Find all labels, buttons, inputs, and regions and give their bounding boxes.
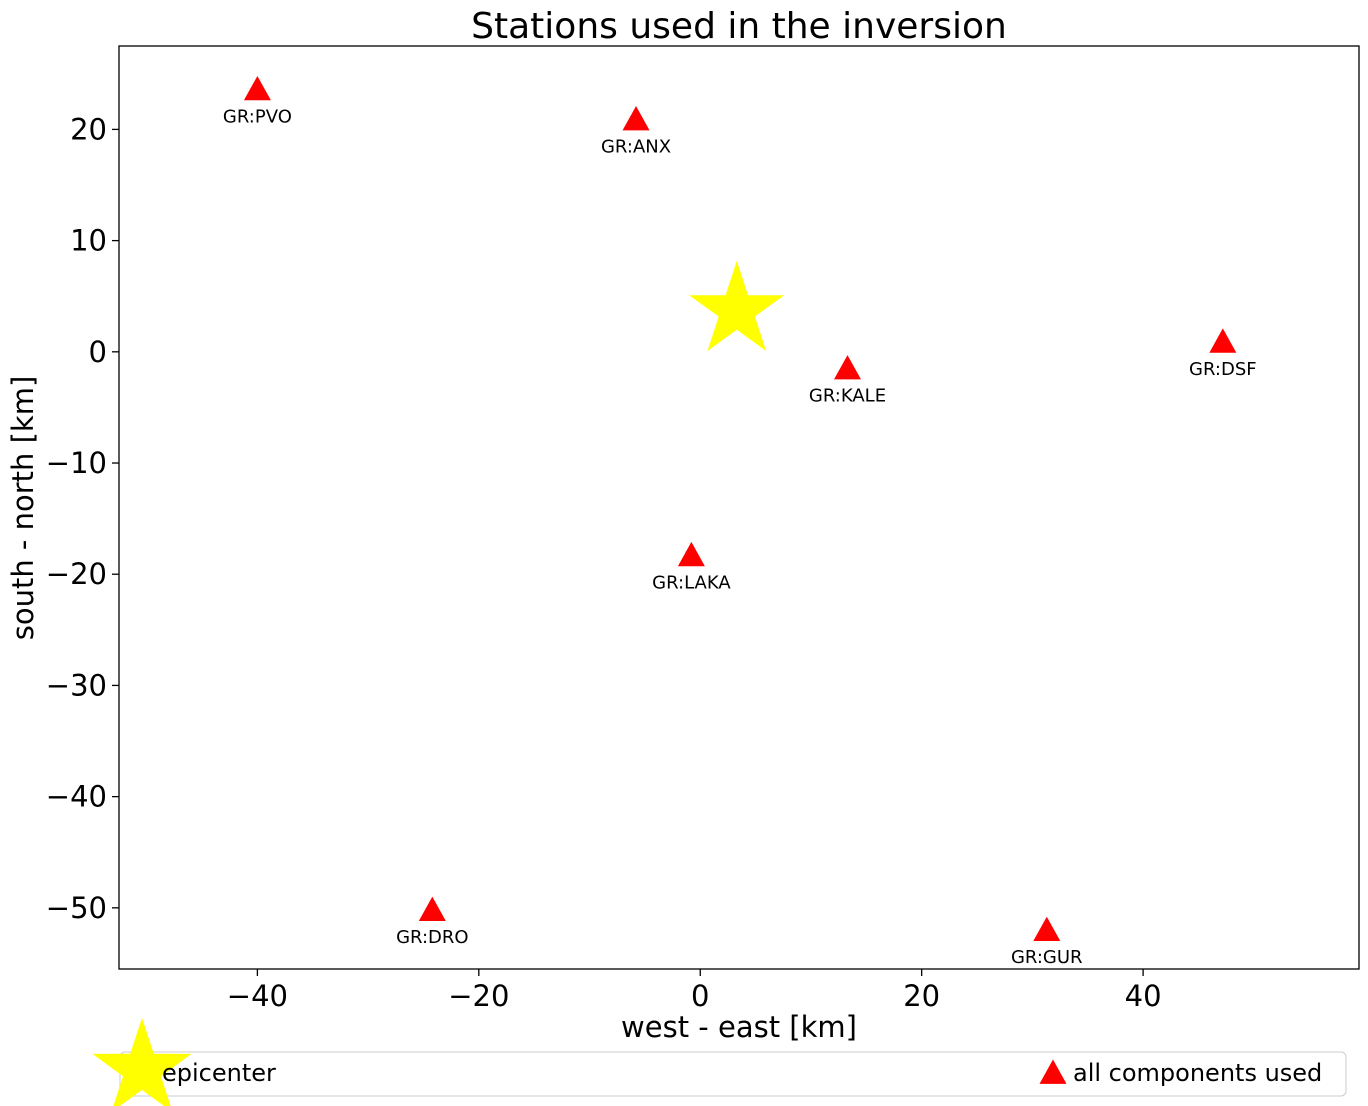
- station-marker: [677, 541, 705, 567]
- station-marker: [834, 355, 861, 380]
- legend-epicenter-label: epicenter: [162, 1059, 276, 1087]
- station-label: GR:PVO: [223, 106, 292, 127]
- y-tick-label: 20: [70, 112, 107, 146]
- plot-frame: [118, 45, 1360, 970]
- station-label: GR:DRO: [396, 927, 469, 948]
- y-axis-ticks: −50 −40 −30 −20 −10 0 10 20: [46, 112, 119, 925]
- station-label: GR:KALE: [809, 386, 886, 407]
- y-tick-label: −30: [46, 668, 107, 702]
- station-label: GR:DSF: [1189, 359, 1257, 380]
- x-tick-label: 40: [1125, 979, 1162, 1013]
- x-tick-label: −20: [448, 979, 509, 1013]
- y-tick-label: −10: [46, 446, 107, 480]
- legend-triangle-icon: [1039, 1059, 1067, 1084]
- x-axis-label: west - east [km]: [621, 1010, 857, 1044]
- legend-star-shape: [92, 1018, 192, 1106]
- x-axis-ticks: −40 −20 0 20 40: [227, 969, 1162, 1013]
- y-tick-label: −50: [46, 891, 107, 925]
- station-label: GR:GUR: [1011, 947, 1083, 968]
- epicenter-star: [689, 260, 785, 352]
- y-tick-label: 10: [70, 224, 107, 258]
- x-tick-label: 0: [691, 979, 709, 1013]
- station-marker: [243, 75, 271, 101]
- plot-area: GR:PVO GR:ANX GR:KALE GR:DSF GR:LAKA GR:DRO GR…: [223, 75, 1257, 968]
- y-tick-label: −40: [46, 780, 107, 814]
- y-tick-label: 0: [89, 335, 107, 369]
- x-tick-label: 20: [903, 979, 940, 1013]
- legend-epicenter-star-icon: [92, 1018, 192, 1106]
- legend-stations-label: all components used: [1073, 1059, 1322, 1087]
- legend-triangle-shape: [1039, 1059, 1067, 1084]
- station-label: GR:ANX: [601, 137, 671, 158]
- station-marker: [1209, 328, 1237, 353]
- x-tick-label: −40: [227, 979, 288, 1013]
- chart-title: Stations used in the inversion: [471, 6, 1007, 47]
- station-marker: [418, 896, 446, 921]
- y-tick-label: −20: [46, 557, 107, 591]
- station-label: GR:LAKA: [652, 572, 731, 593]
- station-marker: [1033, 916, 1061, 942]
- y-axis-label: south - north [km]: [6, 376, 40, 641]
- legend: epicenter all components used: [92, 1018, 1347, 1106]
- station-marker: [622, 106, 650, 131]
